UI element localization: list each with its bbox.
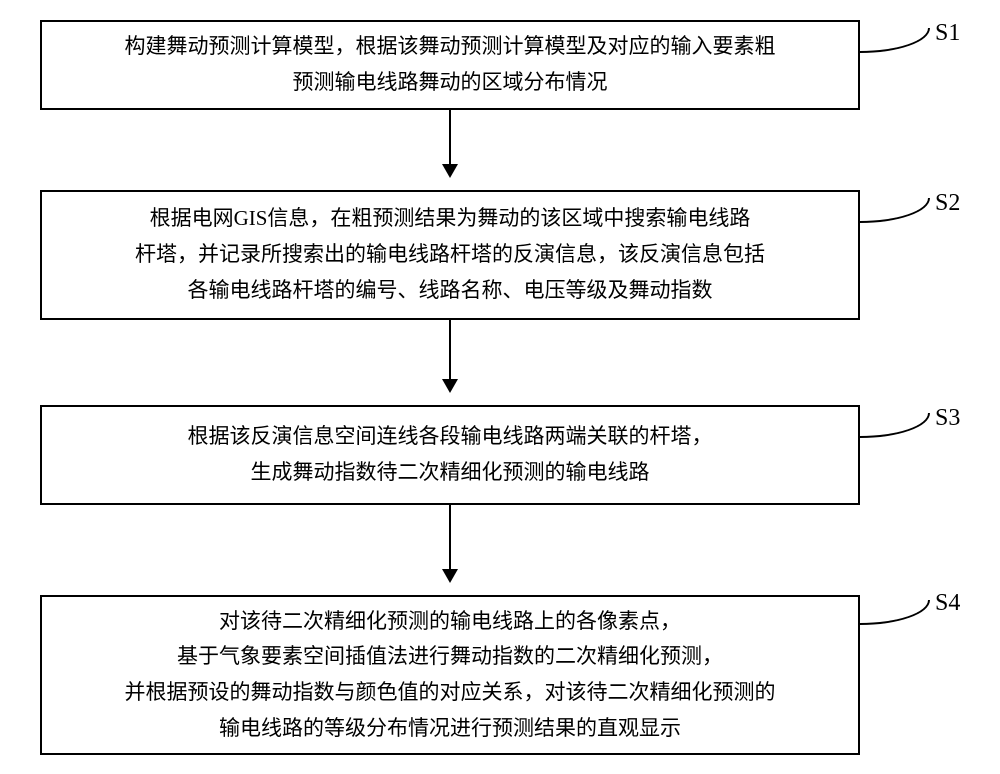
flowchart-container: 构建舞动预测计算模型，根据该舞动预测计算模型及对应的输入要素粗 预测输电线路舞动… [0, 0, 1000, 774]
label-connector [860, 600, 930, 625]
flowchart-box-s1: 构建舞动预测计算模型，根据该舞动预测计算模型及对应的输入要素粗 预测输电线路舞动… [40, 20, 860, 110]
box-text: 根据该反演信息空间连线各段输电线路两端关联的杆塔， 生成舞动指数待二次精细化预测… [188, 419, 713, 490]
step-label-s4: S4 [935, 590, 960, 617]
step-label-s2: S2 [935, 190, 960, 217]
step-label-s3: S3 [935, 405, 960, 432]
flowchart-arrow-2 [449, 320, 451, 391]
box-text: 根据电网GIS信息，在粗预测结果为舞动的该区域中搜索输电线路 杆塔，并记录所搜索… [135, 201, 765, 308]
flowchart-box-s3: 根据该反演信息空间连线各段输电线路两端关联的杆塔， 生成舞动指数待二次精细化预测… [40, 405, 860, 505]
flowchart-box-s4: 对该待二次精细化预测的输电线路上的各像素点， 基于气象要素空间插值法进行舞动指数… [40, 595, 860, 755]
flowchart-arrow-1 [449, 110, 451, 176]
box-text: 构建舞动预测计算模型，根据该舞动预测计算模型及对应的输入要素粗 预测输电线路舞动… [125, 29, 776, 100]
flowchart-arrow-3 [449, 505, 451, 581]
label-connector [860, 28, 930, 53]
box-text: 对该待二次精细化预测的输电线路上的各像素点， 基于气象要素空间插值法进行舞动指数… [125, 604, 776, 747]
label-connector [860, 198, 930, 223]
flowchart-box-s2: 根据电网GIS信息，在粗预测结果为舞动的该区域中搜索输电线路 杆塔，并记录所搜索… [40, 190, 860, 320]
step-label-s1: S1 [935, 20, 960, 47]
label-connector [860, 413, 930, 438]
